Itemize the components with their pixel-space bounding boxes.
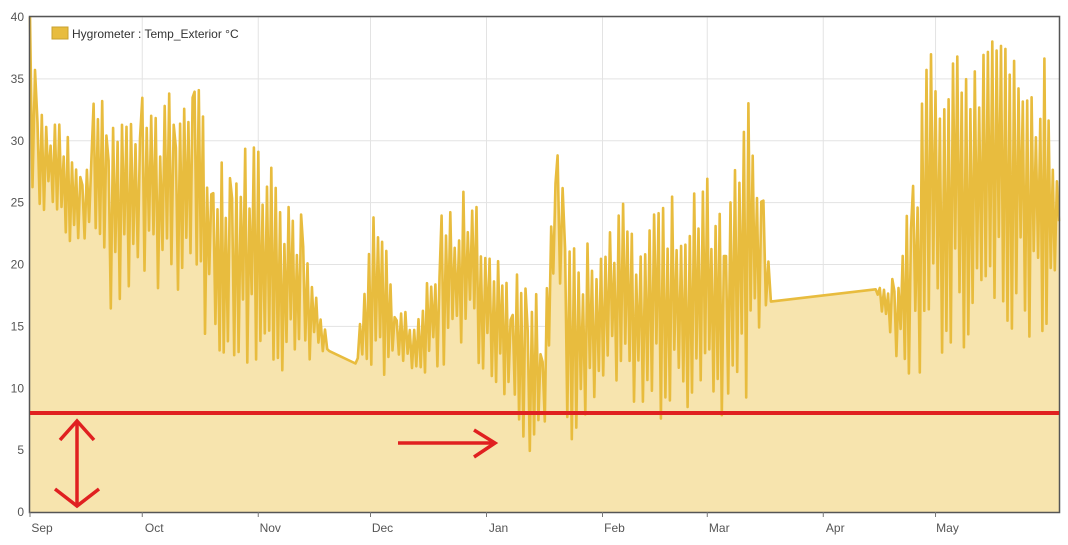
vertical-arrow-head-up	[58, 418, 96, 442]
x-tick-label: Nov	[260, 521, 281, 535]
x-tick-label: Dec	[372, 521, 393, 535]
x-tick-label: May	[936, 521, 959, 535]
series-fill	[30, 17, 1059, 512]
y-tick-label: 5	[17, 443, 24, 457]
y-axis: 0 5 10 15 20 25 30 35 40	[11, 10, 25, 519]
annotations	[30, 411, 1059, 509]
x-tick-label: Mar	[709, 521, 730, 535]
y-tick-label: 15	[11, 319, 25, 333]
x-tick-label: Apr	[826, 521, 845, 535]
vertical-arrow-head-down	[53, 487, 101, 509]
series-area	[28, 16, 1061, 512]
x-tick-label: Feb	[604, 521, 625, 535]
legend[interactable]: Hygrometer : Temp_Exterior °C	[51, 26, 239, 41]
y-tick-label: 40	[11, 10, 25, 24]
y-tick-label: 0	[17, 505, 24, 519]
x-tick-label: Oct	[145, 521, 164, 535]
x-tick-label: Jan	[489, 521, 508, 535]
y-tick-label: 30	[11, 134, 25, 148]
x-axis: Sep Oct Nov Dec Jan Feb Mar Apr May	[29, 512, 959, 535]
x-tick-label: Sep	[31, 521, 53, 535]
legend-label: Hygrometer : Temp_Exterior °C	[72, 27, 239, 41]
y-tick-label: 25	[11, 196, 25, 210]
horizontal-arrow-head	[473, 428, 499, 459]
y-tick-label: 20	[11, 258, 25, 272]
legend-swatch	[51, 26, 69, 40]
plot-border	[28, 15, 1061, 514]
y-tick-label: 10	[11, 381, 25, 395]
series-line	[28, 16, 1061, 453]
y-tick-label: 35	[11, 72, 25, 86]
